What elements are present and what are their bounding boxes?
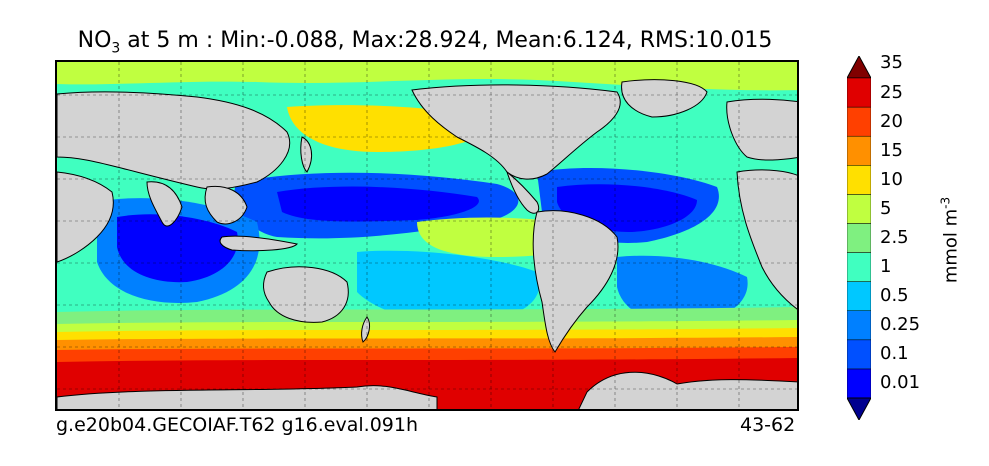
colorbar-segment xyxy=(847,77,871,108)
title-variable: NO xyxy=(77,28,112,53)
colorbar-tick-label: 25 xyxy=(880,81,903,103)
colorbar-tick-label: 1 xyxy=(880,256,892,278)
land-group xyxy=(57,79,797,409)
colorbar-unit: mmol m-3 xyxy=(939,197,962,283)
south-pacific-oligotrophic xyxy=(357,250,540,323)
run-identifier: g.e20b04.GECOIAF.T62 g16.eval.091h xyxy=(56,414,419,436)
land-south-america xyxy=(532,210,619,353)
colorbar-tick-label: 0.5 xyxy=(880,285,909,307)
colorbar-segment xyxy=(847,106,871,137)
colorbar-tick-label: 0.01 xyxy=(880,372,921,394)
colorbar-segment xyxy=(847,194,871,224)
land-indonesia xyxy=(219,235,298,252)
colorbar-segment xyxy=(847,135,871,166)
land-antarctica-west xyxy=(578,371,797,409)
colorbar-tick-label: 15 xyxy=(880,139,903,161)
map-title: NO3 at 5 m : Min:-0.088, Max:28.924, Mea… xyxy=(0,28,850,56)
land-australia xyxy=(263,266,349,323)
colorbar-tick-label: 0.25 xyxy=(880,314,921,336)
land-antarctica-east xyxy=(57,385,438,409)
land-japan xyxy=(300,136,313,173)
gridlines xyxy=(57,62,797,409)
title-stats: at 5 m : Min:-0.088, Max:28.924, Mean:6.… xyxy=(120,28,773,53)
title-variable-subscript: 3 xyxy=(111,40,121,57)
colorbar-segment xyxy=(847,281,871,311)
colorbar-segment xyxy=(847,223,871,253)
arctic-nutrient-band xyxy=(57,62,797,91)
colorbar-tick-label: 2.5 xyxy=(880,227,909,248)
land-india xyxy=(146,181,183,227)
land-africa-west xyxy=(736,169,797,310)
colorbar xyxy=(847,56,871,420)
year-range: 43-62 xyxy=(740,414,796,436)
colorbar-tick-label: 0.1 xyxy=(880,343,909,365)
map-panel xyxy=(55,60,799,411)
unit-base: mmol m xyxy=(940,208,962,284)
colorbar-segment xyxy=(847,339,871,370)
colorbar-tick-label: 20 xyxy=(880,110,903,132)
north-pacific-core xyxy=(277,186,479,222)
map-svg xyxy=(57,62,797,409)
colorbar-tick-label: 10 xyxy=(880,168,903,190)
colorbar-min-triangle xyxy=(847,397,871,420)
colorbar-segment xyxy=(847,165,871,195)
colorbar-tick-label: 5 xyxy=(880,197,892,219)
unit-exponent: -3 xyxy=(938,196,953,209)
colorbar-segment xyxy=(847,252,871,282)
land-southeast-asia xyxy=(204,185,248,225)
land-new-zealand xyxy=(361,316,371,343)
colorbar-segments xyxy=(847,56,871,420)
land-north-america xyxy=(411,84,621,180)
south-atlantic-oligotrophic xyxy=(617,255,748,324)
colorbar-max-triangle xyxy=(847,56,871,79)
colorbar-segment xyxy=(847,368,871,399)
land-africa-east xyxy=(57,171,114,263)
land-greenland xyxy=(621,79,708,118)
colorbar-tick-label: 35 xyxy=(880,52,903,74)
land-eurasia-west xyxy=(57,91,291,190)
indian-ocean-core xyxy=(117,214,238,283)
colorbar-segment xyxy=(847,310,871,341)
land-europe xyxy=(726,98,797,161)
